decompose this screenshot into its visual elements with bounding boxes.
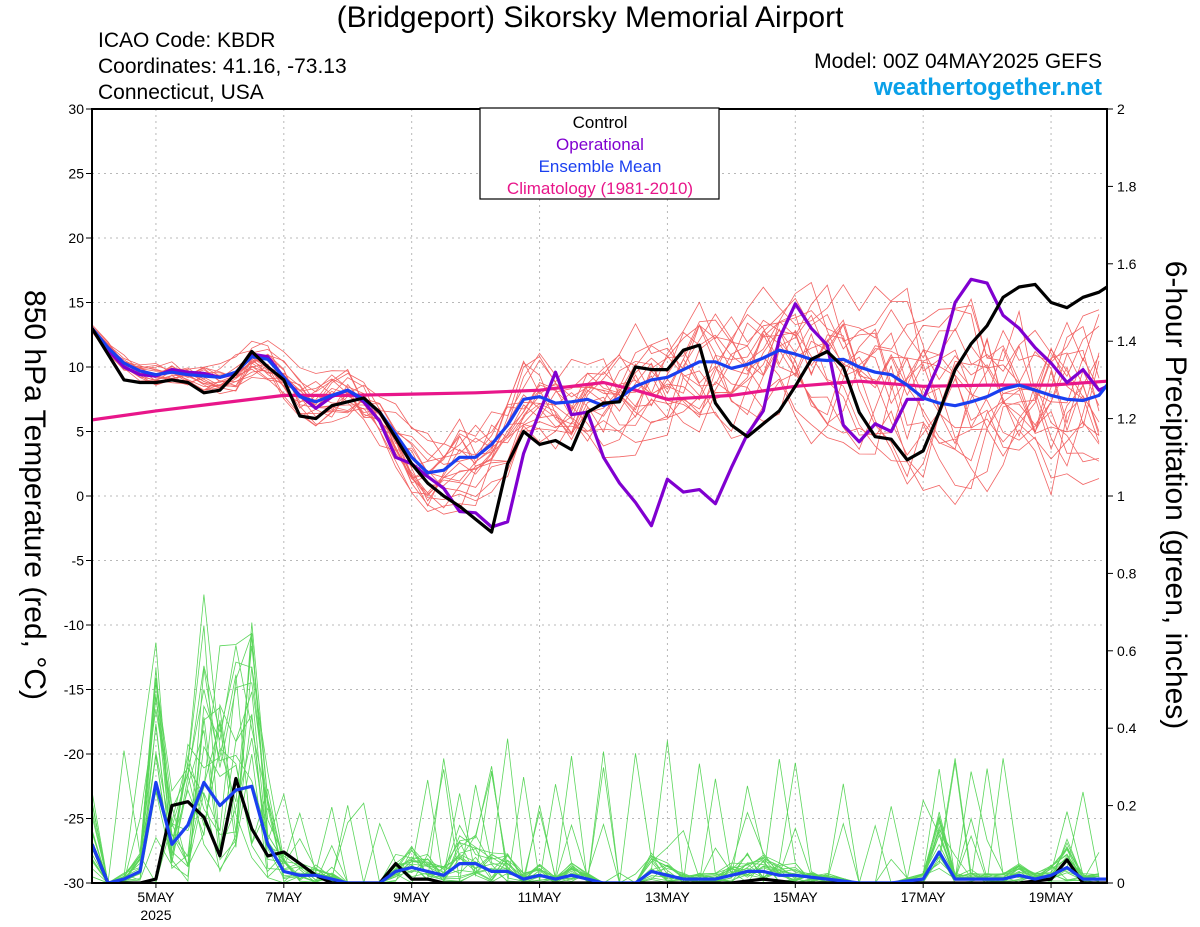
right-tick-label: 1.6 <box>1117 256 1137 272</box>
left-tick-label: -25 <box>64 811 84 827</box>
x-tick-label: 15MAY <box>773 889 819 905</box>
x-tick-label: 19MAY <box>1029 889 1075 905</box>
right-tick-label: 1.4 <box>1117 333 1137 349</box>
temp-member-line <box>92 309 1100 502</box>
icao-code: ICAO Code: KBDR <box>98 29 276 52</box>
temp-member-line <box>92 287 1100 473</box>
site-link[interactable]: weathertogether.net <box>873 74 1102 101</box>
precip-member-line <box>92 694 1100 883</box>
x-tick-label: 5MAY <box>137 889 175 905</box>
left-tick-label: -10 <box>64 617 84 633</box>
right-tick-label: 0.6 <box>1117 643 1137 659</box>
left-tick-label: -5 <box>72 553 85 569</box>
left-tick-label: -15 <box>64 682 84 698</box>
coordinates: Coordinates: 41.16, -73.13 <box>98 55 347 78</box>
temp-member-line <box>92 310 1100 512</box>
temp-member-line <box>92 328 1100 507</box>
left-tick-label: 5 <box>76 424 84 440</box>
left-tick-label: 0 <box>76 488 84 504</box>
ensemble-mean-precip-line <box>92 780 1107 883</box>
plot-area <box>92 277 1107 883</box>
right-tick-label: 0.8 <box>1117 565 1137 581</box>
legend: Control Operational Ensemble Mean Climatolo… <box>479 107 720 200</box>
temp-member-line <box>92 309 1100 515</box>
right-tick-label: 0.2 <box>1117 798 1137 814</box>
right-tick-label: 0 <box>1117 875 1125 891</box>
temp-members <box>92 281 1100 515</box>
left-tick-label: 30 <box>68 101 84 117</box>
temp-member-line <box>92 305 1100 497</box>
ensemble-mean-temp-line <box>92 327 1107 475</box>
precip-member-line <box>92 714 1100 883</box>
x-tick-label: 7MAY <box>265 889 303 905</box>
x-tick-label: 11MAY <box>518 889 562 905</box>
climatology-temp-line <box>92 379 1107 422</box>
right-tick-label: 1 <box>1117 488 1125 504</box>
temp-member-line <box>92 327 1100 506</box>
control-temp-line <box>92 282 1107 534</box>
temp-member-line <box>92 314 1100 494</box>
region: Connecticut, USA <box>98 81 264 104</box>
control-precip-line <box>92 776 1107 883</box>
x-tick-label: 17MAY <box>901 889 947 905</box>
precip-member-line <box>92 594 1100 883</box>
legend-entry: Operational <box>556 135 644 154</box>
legend-entry: Ensemble Mean <box>539 157 662 176</box>
x-tick-label: 9MAY <box>393 889 431 905</box>
chart-title: (Bridgeport) Sikorsky Memorial Airport <box>336 1 844 34</box>
x-tick-label: 13MAY <box>645 889 691 905</box>
temp-member-line <box>92 284 1100 502</box>
right-tick-label: 0.4 <box>1117 720 1137 736</box>
legend-entry: Control <box>573 113 628 132</box>
legend-box <box>479 107 720 200</box>
left-tick-label: -20 <box>64 746 84 762</box>
left-tick-label: 15 <box>68 295 84 311</box>
left-tick-label: -30 <box>64 875 84 891</box>
legend-entry: Climatology (1981-2010) <box>507 179 693 198</box>
operational-temp-line <box>92 277 1107 529</box>
left-tick-label: 20 <box>68 230 84 246</box>
x-tick-sublabel: 2025 <box>140 907 171 923</box>
right-tick-label: 1.8 <box>1117 178 1137 194</box>
model-info: Model: 00Z 04MAY2025 GEFS <box>814 50 1102 73</box>
left-tick-label: 10 <box>68 359 84 375</box>
left-tick-label: 25 <box>68 166 84 182</box>
precip-members <box>92 594 1100 883</box>
right-tick-label: 2 <box>1117 101 1125 117</box>
right-tick-label: 1.2 <box>1117 411 1137 427</box>
